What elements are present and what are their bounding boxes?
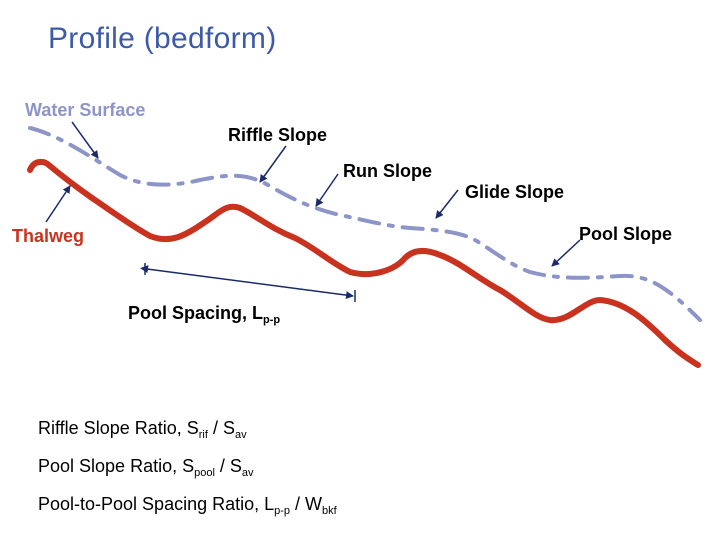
ratio-sub: bkf	[322, 505, 337, 517]
glide-slope-arrow	[435, 189, 459, 219]
ratio-sub: pool	[194, 467, 215, 479]
ratio-mid: / S	[214, 456, 242, 476]
thalweg-label: Thalweg	[12, 226, 85, 246]
ratio-sub: av	[234, 429, 247, 441]
ratio-text: Riffle Slope Ratio, S	[38, 418, 199, 438]
page-title: Profile (bedform)	[48, 22, 277, 55]
ratio-sub: rif	[198, 429, 208, 441]
run-slope-label: Run Slope	[343, 161, 432, 181]
ratio-mid: / S	[207, 418, 235, 438]
pool-slope-arrow	[551, 239, 581, 267]
ratio-list: Riffle Slope Ratio, Srif / Sav Pool Slop…	[38, 418, 337, 532]
pool-spacing-label: Pool Spacing, Lp-p	[128, 303, 280, 326]
run-slope-arrow	[315, 173, 339, 207]
pool-spacing-arrow	[140, 265, 354, 300]
thalweg-arrow	[45, 185, 71, 223]
pool-slope-label: Pool Slope	[579, 224, 673, 244]
pool-spacing-subscript: p-p	[263, 314, 281, 326]
riffle-slope-label: Riffle Slope	[228, 125, 328, 145]
water-surface-arrow	[71, 121, 99, 159]
thalweg-line	[27, 158, 701, 368]
ratio-text: Pool-to-Pool Spacing Ratio, L	[38, 494, 275, 514]
pool-slope-ratio: Pool Slope Ratio, Spool / Sav	[38, 456, 337, 494]
pool-spacing-text: Pool Spacing, L	[128, 303, 264, 323]
water-surface-label: Water Surface	[25, 100, 146, 120]
ratio-text: Pool Slope Ratio, S	[38, 456, 195, 476]
water-surface-line	[28, 126, 702, 322]
ratio-mid: / W	[290, 494, 323, 514]
pool-spacing-ratio: Pool-to-Pool Spacing Ratio, Lp-p / Wbkf	[38, 494, 337, 532]
glide-slope-label: Glide Slope	[465, 182, 565, 202]
riffle-slope-ratio: Riffle Slope Ratio, Srif / Sav	[38, 418, 337, 456]
riffle-slope-arrow	[259, 145, 287, 183]
ratio-sub: p-p	[274, 505, 291, 517]
ratio-sub: av	[241, 467, 254, 479]
